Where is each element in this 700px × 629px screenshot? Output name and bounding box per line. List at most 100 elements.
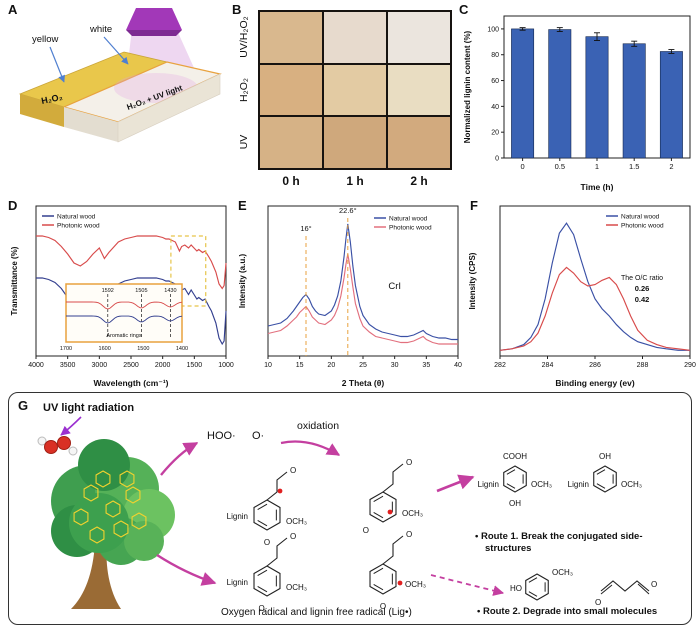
panel-c-bar-chart: 0 20 40 60 80 100 0 0.5 1 1.5 2 Time (h) Normalized … bbox=[463, 15, 691, 192]
svg-text:OCH₃: OCH₃ bbox=[405, 580, 426, 589]
svg-text:290: 290 bbox=[684, 362, 696, 369]
svg-text:1500: 1500 bbox=[187, 362, 203, 369]
svg-text:OCH₃: OCH₃ bbox=[402, 509, 423, 518]
svg-text:OH: OH bbox=[509, 499, 521, 508]
sample-photo-r0c1 bbox=[324, 12, 386, 63]
lignin-hexagon bbox=[105, 500, 121, 518]
y-axis-label: Intensity (CPS) bbox=[468, 252, 477, 309]
bar-0h bbox=[511, 28, 535, 159]
svg-text:OH: OH bbox=[599, 452, 611, 461]
route1-text-line2: structures bbox=[485, 543, 531, 554]
tree-to-radicals-arrow bbox=[160, 441, 199, 476]
svg-text:O: O bbox=[595, 598, 601, 607]
svg-text:2000: 2000 bbox=[155, 362, 171, 369]
peak-label-22.6°: 22.6° bbox=[339, 206, 357, 215]
svg-text:O: O bbox=[380, 602, 386, 611]
bar-0.5h bbox=[548, 29, 572, 159]
svg-text:O: O bbox=[406, 458, 412, 467]
uv-arrow bbox=[60, 416, 82, 436]
svg-text:1: 1 bbox=[595, 162, 599, 171]
svg-text:OCH₃: OCH₃ bbox=[531, 480, 552, 489]
lignin-structure: O Lignin O· OCH₃ bbox=[227, 532, 307, 613]
callout-white-arrow bbox=[103, 36, 129, 65]
tree-to-lignin-radical-arrow bbox=[156, 553, 217, 586]
svg-text:Lignin: Lignin bbox=[478, 480, 499, 489]
svg-text:O: O bbox=[406, 530, 412, 539]
lignin-hexagon bbox=[89, 526, 105, 544]
y-axis-label: Transmittance (%) bbox=[10, 246, 19, 315]
wood-white-front bbox=[64, 107, 118, 142]
lignin-structure: COOH Lignin OCH₃ OH bbox=[478, 452, 552, 508]
svg-text:282: 282 bbox=[494, 362, 506, 369]
inset-peak-2: 1430 bbox=[164, 288, 176, 294]
lignin-hexagon bbox=[83, 484, 99, 502]
cri-label: CrI bbox=[388, 281, 401, 292]
lignin-hexagon bbox=[119, 470, 135, 488]
oxygen-atom bbox=[57, 436, 71, 450]
svg-text:35: 35 bbox=[422, 362, 430, 369]
inset-peak-1: 1505 bbox=[135, 288, 147, 294]
panel-d-label: D bbox=[8, 198, 18, 213]
legend-0: Natural wood bbox=[621, 214, 660, 221]
svg-text:4000: 4000 bbox=[28, 362, 44, 369]
o-radical-label: O· bbox=[252, 430, 264, 442]
svg-text:OCH₃: OCH₃ bbox=[552, 568, 573, 577]
callout-white: white bbox=[89, 24, 112, 35]
panel-e-xrd-chart: 10 15 20 25 30 35 40 Natural wood Photonic wood 2… bbox=[238, 205, 462, 388]
lignin-structure: OH Lignin OCH₃ bbox=[568, 452, 642, 493]
sample-photo-r2c1 bbox=[324, 117, 386, 168]
oxidation-arrow bbox=[280, 440, 341, 456]
svg-text:100: 100 bbox=[487, 26, 499, 33]
legend-0: Natural wood bbox=[389, 216, 428, 223]
lignin-structure: O OCH₃ O bbox=[369, 530, 426, 611]
svg-text:3000: 3000 bbox=[92, 362, 108, 369]
legend-1: Photonic wood bbox=[57, 223, 100, 230]
natural-wood-curve bbox=[499, 222, 690, 351]
bar-1h bbox=[585, 36, 609, 159]
svg-text:15: 15 bbox=[296, 362, 304, 369]
svg-text:0: 0 bbox=[495, 156, 499, 163]
svg-text:10: 10 bbox=[264, 362, 272, 369]
uv-lamp-base bbox=[126, 30, 182, 36]
svg-text:OCH₃: OCH₃ bbox=[286, 517, 307, 526]
tree-canopy bbox=[69, 493, 129, 553]
callout-yellow-arrow bbox=[49, 46, 65, 83]
oc-ratio-title: The O/C ratio bbox=[621, 275, 663, 282]
legend-1: Photonic wood bbox=[621, 223, 664, 230]
sample-photo-r0c2 bbox=[388, 12, 450, 63]
svg-text:286: 286 bbox=[589, 362, 601, 369]
svg-text:288: 288 bbox=[637, 362, 649, 369]
y-axis-label: Normalized lignin content (%) bbox=[463, 30, 472, 143]
svg-text:1000: 1000 bbox=[218, 362, 234, 369]
svg-text:60: 60 bbox=[491, 78, 499, 85]
lignin-structure: O OCH₃ O bbox=[363, 458, 423, 535]
svg-text:40: 40 bbox=[491, 104, 499, 111]
svg-text:30: 30 bbox=[391, 362, 399, 369]
panel-f-xps-chart: 282 284 286 288 290 Natural wood Photonic wood… bbox=[468, 205, 696, 388]
svg-text:Lignin: Lignin bbox=[227, 512, 248, 521]
inset-xtick-3: 1400 bbox=[176, 346, 188, 352]
lignin-hexagon bbox=[125, 486, 141, 504]
svg-text:O: O bbox=[363, 526, 369, 535]
svg-text:2500: 2500 bbox=[123, 362, 139, 369]
x-axis-label: Binding energy (ev) bbox=[555, 378, 635, 388]
hoo-radical-label: HOO· bbox=[207, 430, 236, 442]
sample-photo-r1c1 bbox=[324, 64, 386, 116]
y-axis-label: Intensity (a.u.) bbox=[238, 254, 247, 309]
oc-ratio-natural: 0.26 bbox=[635, 284, 650, 293]
lignin-hexagon bbox=[131, 512, 147, 530]
panel-a-label: A bbox=[8, 2, 18, 17]
lignin-structure: O Lignin OCH₃ O bbox=[227, 466, 307, 547]
panel-f-label: F bbox=[470, 198, 478, 213]
panel-b-photos: UV/H₂O₂ H₂O₂ UV 0 h 1 h 2 h bbox=[228, 2, 456, 194]
svg-text:O: O bbox=[290, 532, 296, 541]
inset-peak-0: 1592 bbox=[102, 288, 114, 294]
lignin-hexagon bbox=[113, 520, 129, 538]
route2-text: • Route 2. Degrade into small molecules bbox=[477, 606, 657, 617]
highlight-region-box bbox=[170, 235, 207, 307]
tree-canopy bbox=[124, 521, 164, 561]
hydrogen-atom bbox=[68, 446, 78, 456]
svg-text:Lignin: Lignin bbox=[227, 578, 248, 587]
oxidation-label: oxidation bbox=[297, 420, 339, 432]
